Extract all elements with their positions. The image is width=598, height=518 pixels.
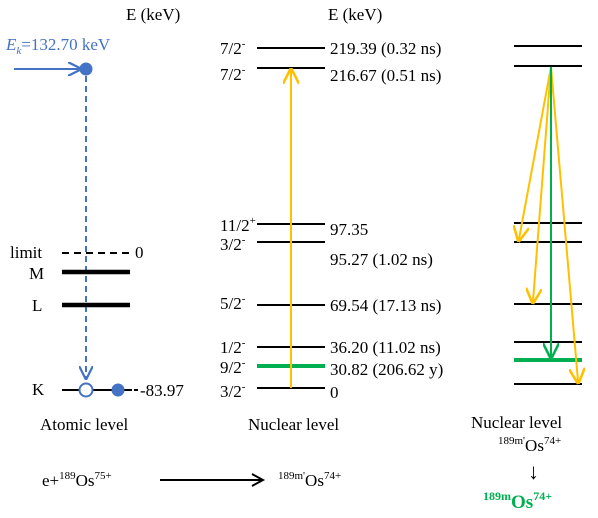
nuclear-level-energy-69-54: 69.54 (17.13 ns) xyxy=(330,296,441,315)
reaction-product: 189m'Os74+ xyxy=(278,470,341,490)
nuclear-level-spin-95-27: 3/2- xyxy=(220,234,246,254)
incoming-electron-energy-label: Ek=132.70 keV xyxy=(5,35,111,57)
limit-energy-value: 0 xyxy=(135,243,144,262)
k-shell-energy-value: -83.97 xyxy=(140,381,184,400)
nuclear-level-energy-36-20: 36.20 (11.02 ns) xyxy=(330,338,441,357)
shell-label-l: L xyxy=(32,296,42,315)
reaction-reactants: e+189Os75+ xyxy=(42,470,112,490)
gamma-decay-arrow-to-95-27 xyxy=(519,66,552,239)
nuclear-energy-header: E (keV) xyxy=(328,5,382,24)
decay-down-arrow: ↓ xyxy=(528,459,539,484)
atomic-energy-header: E (keV) xyxy=(126,5,180,24)
shell-label-k: K xyxy=(32,380,45,399)
nuclear-level-energy-97-35: 97.35 xyxy=(330,220,368,239)
reaction-arrow-head xyxy=(251,473,266,487)
nuclear-level-spin-97-35: 11/2+ xyxy=(220,215,256,235)
atomic-level-column: E (keV) Ek=132.70 keV limit 0 M L K -83.… xyxy=(5,5,184,434)
nuclear-level-energy-216: 216.67 (0.51 ns) xyxy=(330,66,441,85)
nuclear-level-spin-216: 7/2- xyxy=(220,64,246,84)
reaction-equation: e+189Os75+ 189m'Os74+ xyxy=(42,470,341,490)
k-shell-vacancy xyxy=(78,382,94,398)
decay-column-caption: Nuclear level xyxy=(471,413,562,432)
nuclear-level-energy-ground: 0 xyxy=(330,383,339,402)
incoming-electron-dot xyxy=(79,62,93,76)
excited-state-label: 189m'Os74+ xyxy=(498,435,561,455)
limit-label: limit xyxy=(10,243,42,262)
gamma-decay-arrow-to-69-54 xyxy=(533,66,552,301)
nuclear-level-spin-36-20: 1/2- xyxy=(220,337,246,357)
k-shell-electron xyxy=(111,383,125,397)
nuclear-level-spin-ground: 3/2- xyxy=(220,381,246,401)
nuclear-level-column: E (keV) 7/2- 219.39 (0.32 ns) 7/2- 216.6… xyxy=(220,5,443,434)
nuclear-level-energy-219: 219.39 (0.32 ns) xyxy=(330,39,441,58)
gamma-decay-arrow-to-ground xyxy=(550,66,578,381)
decay-cascade-column: Nuclear level 189m'Os74+ ↓ 189mOs74+ xyxy=(471,45,582,513)
atomic-level-caption: Atomic level xyxy=(40,415,129,434)
nuclear-level-spin-30-82: 9/2- xyxy=(220,357,246,377)
nuclear-level-spin-219: 7/2- xyxy=(220,38,246,58)
shell-label-m: M xyxy=(29,264,44,283)
nuclear-level-energy-95-27: 95.27 (1.02 ns) xyxy=(330,250,433,269)
nuclear-level-spin-69-54: 5/2- xyxy=(220,293,246,313)
nuclear-level-caption: Nuclear level xyxy=(248,415,339,434)
nuclear-level-energy-30-82: 30.82 (206.62 y) xyxy=(330,360,443,379)
isomer-product-label: 189mOs74+ xyxy=(483,489,552,513)
